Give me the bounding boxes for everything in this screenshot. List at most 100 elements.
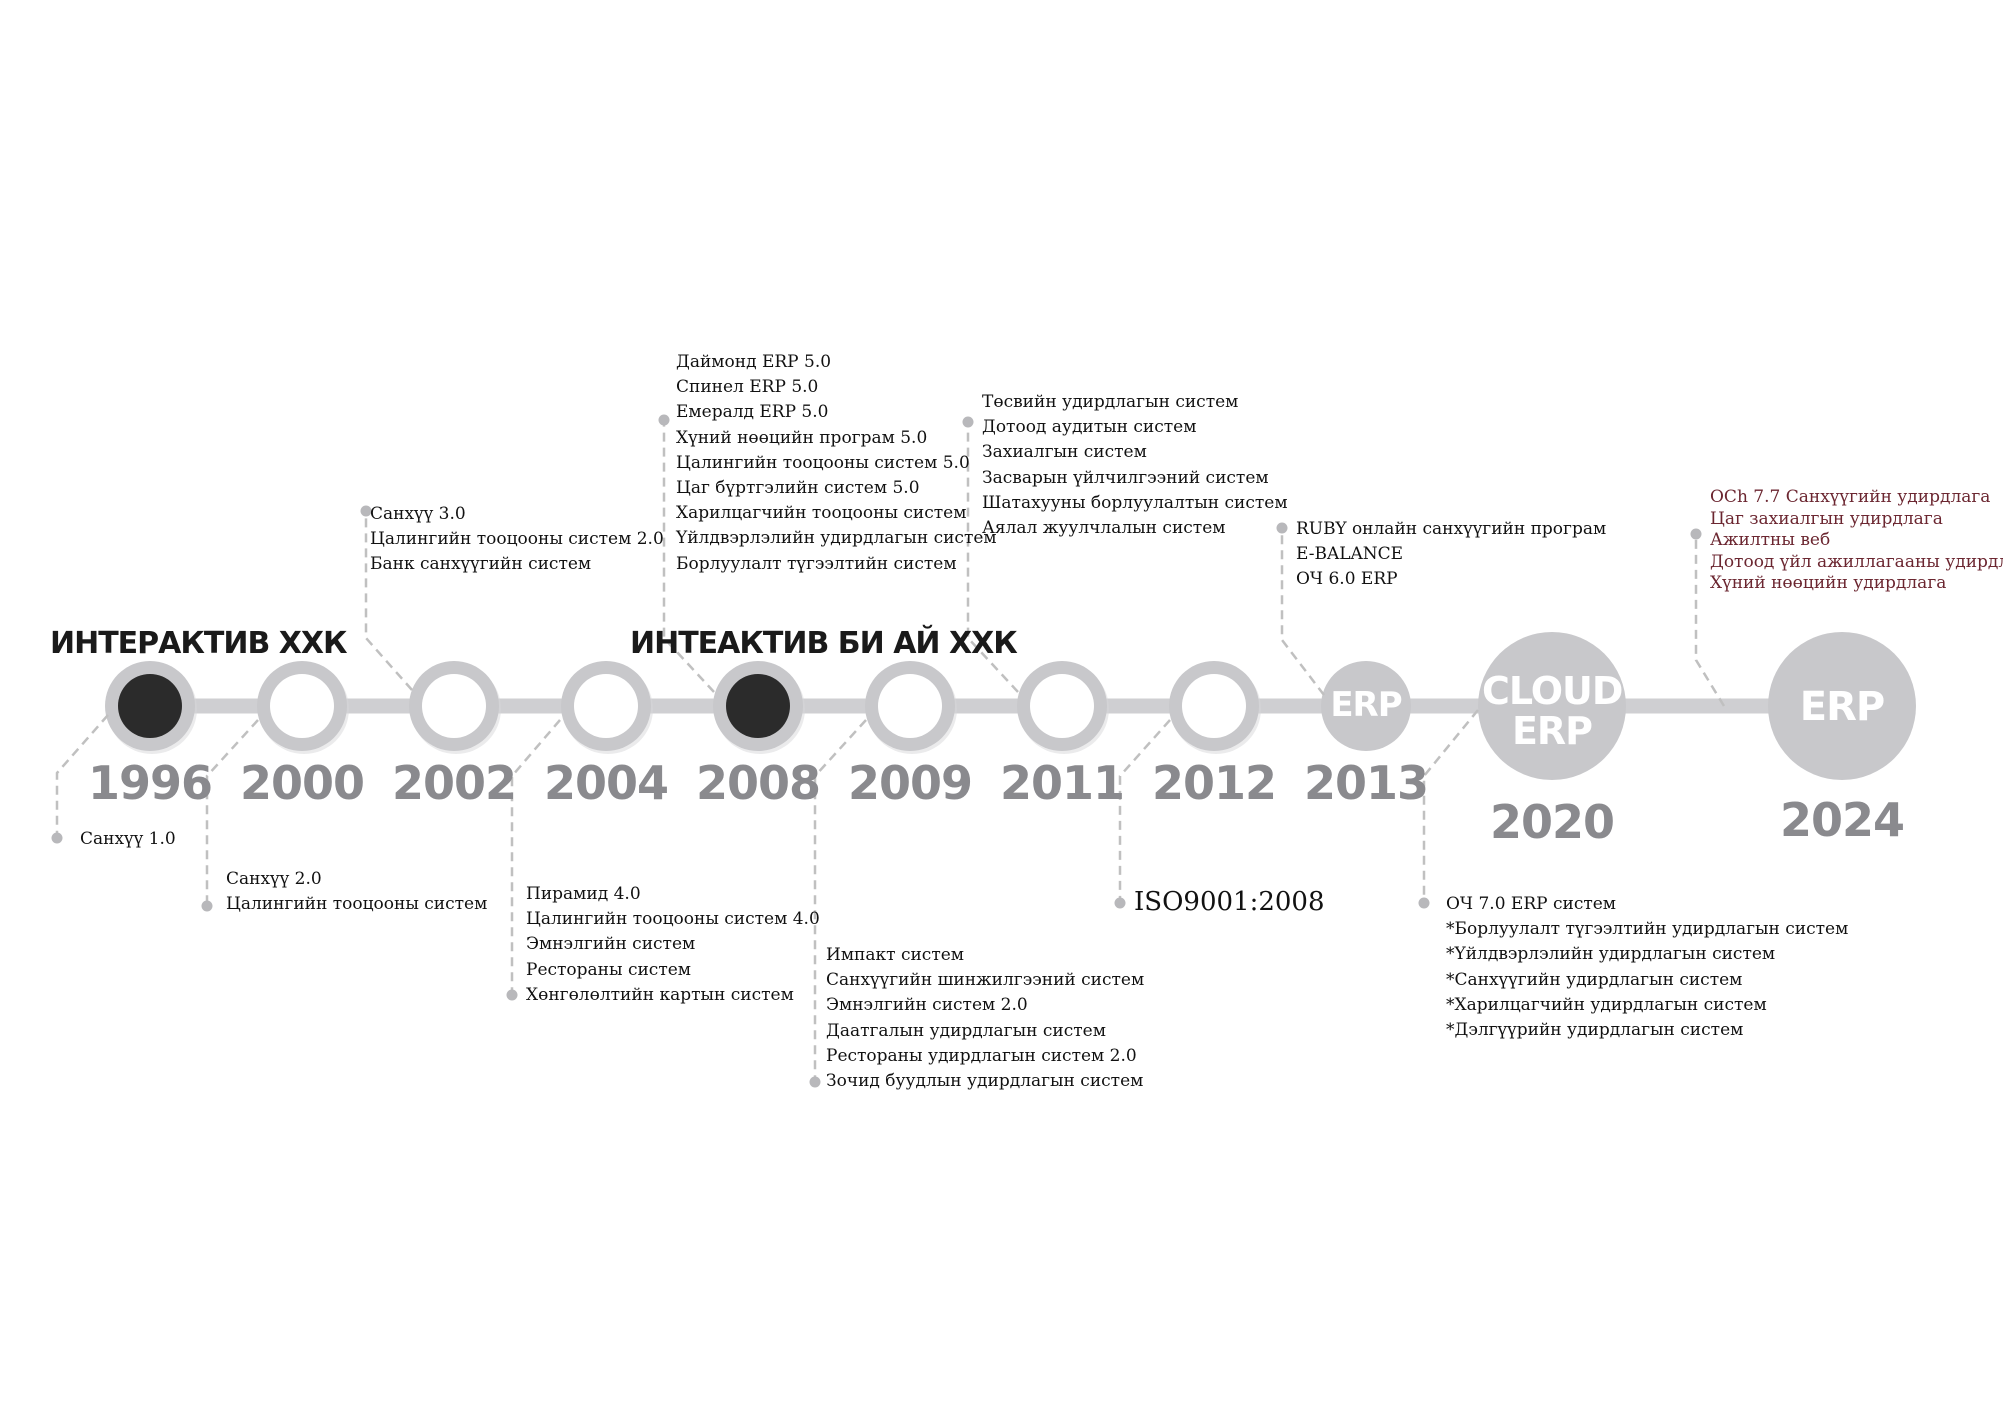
milestone-item: Дотоод аудитын систем (982, 417, 1197, 438)
timeline-node-core-2000 (270, 674, 334, 738)
year-label-2024: 2024 (1779, 793, 1905, 847)
milestone-item: Санхүү 3.0 (370, 504, 466, 524)
milestone-item: Санхүү 1.0 (80, 829, 176, 849)
milestone-item: Зочид буудлын удирдлагын систем (826, 1071, 1144, 1092)
milestone-2009: Импакт систем Санхүүгийн шинжилгээний сис… (826, 943, 1144, 1094)
milestone-item: Банк санхүүгийн систем (370, 554, 592, 575)
year-label-2002: 2002 (391, 756, 517, 810)
connector-2013 (1280, 528, 1325, 696)
node-text-2020-line1: CLOUD (1482, 669, 1623, 713)
timeline-node-core-2002 (422, 674, 486, 738)
milestone-item: Эмнэлгийн систем 2.0 (826, 995, 1028, 1016)
connector-2011 (966, 422, 1019, 693)
connector-dot-2013 (1276, 522, 1288, 534)
year-label-2020: 2020 (1489, 795, 1615, 849)
year-label-2008: 2008 (695, 756, 821, 810)
timeline-node-core-2004 (574, 674, 638, 738)
milestone-item: Рестораны систем (526, 959, 692, 980)
milestone-item: ОЧ 6.0 ERP (1296, 569, 1398, 590)
node-text-2024: ERP (1799, 684, 1885, 730)
milestone-item: Санхүүгийн шинжилгээний систем (826, 970, 1145, 991)
milestone-item: Засварын үйлчилгээний систем (982, 467, 1269, 488)
milestone-item: *Харилцагчийн удирдлагын систем (1446, 994, 1767, 1015)
milestone-item: Санхүү 2.0 (226, 869, 322, 889)
milestone-item: Рестораны удирдлагын систем 2.0 (826, 1045, 1137, 1066)
node-text-2020: CLOUD ERP (1482, 669, 1623, 753)
milestone-item: Үйлдвэрлэлийн удирдлагын систем (676, 528, 997, 549)
year-label-2004: 2004 (543, 756, 669, 810)
milestone-2020: ОЧ 7.0 ERP систем *Борлуулалт түгээлтийн … (1446, 892, 1848, 1043)
connector-dot-2008 (658, 414, 670, 426)
milestone-item: Харилцагчийн тооцооны систем (676, 503, 967, 524)
milestone-item: Хүний нөөцийн програм 5.0 (676, 427, 928, 448)
milestone-item: Шатахууны борлуулалтын систем (982, 492, 1288, 513)
milestone-2004: Пирамид 4.0 Цалингийн тооцооны систем 4.0… (526, 882, 820, 1008)
milestone-item: RUBY онлайн санхүүгийн програм (1296, 519, 1607, 539)
milestone-item: Импакт систем (826, 945, 965, 965)
year-label-2012: 2012 (1151, 756, 1277, 810)
connector-dot-2020 (1418, 897, 1430, 909)
milestone-2000: Санхүү 2.0 Цалингийн тооцооны систем (226, 867, 487, 917)
milestone-item: Емералд ERP 5.0 (676, 402, 829, 423)
milestone-item: ОЧ 7.0 ERP систем (1446, 894, 1617, 914)
timeline-node-2024 (1768, 632, 1916, 780)
connector-1996 (55, 714, 109, 838)
timeline-node-core-2008 (726, 674, 790, 738)
milestone-item: Дотоод үйл ажиллагааны удирдлага (1710, 551, 2003, 572)
milestone-item: Ажилтны веб (1710, 530, 1831, 550)
milestone-2012-iso: ISO9001:2008 (1134, 887, 1325, 917)
connector-2012 (1118, 719, 1171, 903)
year-label-2013: 2013 (1303, 756, 1429, 810)
milestone-item: Аялал жуулчлалын систем (982, 518, 1226, 539)
connector-dot-2004 (506, 989, 518, 1001)
connector-dot-2011 (962, 416, 974, 428)
milestone-1996: Санхүү 1.0 (80, 827, 176, 852)
milestone-item: *Санхүүгийн удирдлагын систем (1446, 969, 1743, 990)
year-label-2011: 2011 (999, 756, 1125, 810)
milestone-2013: RUBY онлайн санхүүгийн програм E-BALANCE О… (1296, 517, 1606, 593)
connector-2008 (662, 420, 715, 693)
year-label-1996: 1996 (87, 756, 213, 810)
milestone-item: E-BALANCE (1296, 544, 1404, 565)
connector-2002 (364, 511, 413, 691)
milestone-2011: Төсвийн удирдлагын систем Дотоод аудитын … (982, 390, 1288, 541)
milestone-item: Цалингийн тооцооны систем 2.0 (370, 529, 664, 550)
milestone-item: OCh 7.7 Санхүүгийн удирдлага (1710, 487, 1991, 507)
timeline-node-core-2011 (1030, 674, 1094, 738)
timeline-node-core-2009 (878, 674, 942, 738)
connector-2009 (813, 719, 867, 1082)
milestone-item: Захиалгын систем (982, 442, 1147, 463)
milestone-2002: Санхүү 3.0 Цалингийн тооцооны систем 2.0 Б… (370, 502, 664, 578)
connector-2024 (1694, 534, 1726, 707)
timeline-node-core-2012 (1182, 674, 1246, 738)
milestone-item: *Борлуулалт түгээлтийн удирдлагын систем (1446, 919, 1849, 940)
year-label-2000: 2000 (239, 756, 365, 810)
milestone-item: Пирамид 4.0 (526, 884, 641, 904)
milestone-item: Эмнэлгийн систем (526, 934, 696, 955)
milestone-2008: Даймонд ERP 5.0 Спинел ERP 5.0 Емералд ERP… (676, 350, 997, 577)
milestone-item: Цаг захиалгын удирдлага (1710, 508, 1943, 529)
timeline-node-core-1996 (118, 674, 182, 738)
timeline-node-2020 (1478, 632, 1626, 780)
connector-dot-2000 (201, 900, 213, 912)
timeline-node-2013 (1321, 661, 1411, 751)
milestone-item: Спинел ERP 5.0 (676, 377, 819, 398)
milestone-item: Цалингийн тооцооны систем 5.0 (676, 452, 970, 473)
milestone-item: Даймонд ERP 5.0 (676, 352, 832, 372)
milestone-item: *Дэлгүүрийн удирдлагын систем (1446, 1020, 1744, 1041)
company-title-interaktiv-bi-ai: ИНТЕАКТИВ БИ АЙ ХХК (630, 626, 1018, 661)
milestone-item: Цалингийн тооцооны систем (226, 894, 488, 915)
year-label-2009: 2009 (847, 756, 973, 810)
milestone-item: Цаг бүртгэлийн систем 5.0 (676, 478, 920, 499)
connector-dot-2002 (360, 505, 372, 517)
node-text-2020-line2: ERP (1511, 708, 1593, 753)
milestone-item: Төсвийн удирдлагын систем (982, 392, 1239, 412)
connector-dot-2024 (1690, 528, 1702, 540)
connector-2020 (1422, 709, 1479, 903)
node-text-2013: ERP (1330, 685, 1402, 725)
connector-dot-2009 (809, 1076, 821, 1088)
connector-dot-2012 (1114, 897, 1126, 909)
milestone-item: *Үйлдвэрлэлийн удирдлагын систем (1446, 944, 1776, 965)
